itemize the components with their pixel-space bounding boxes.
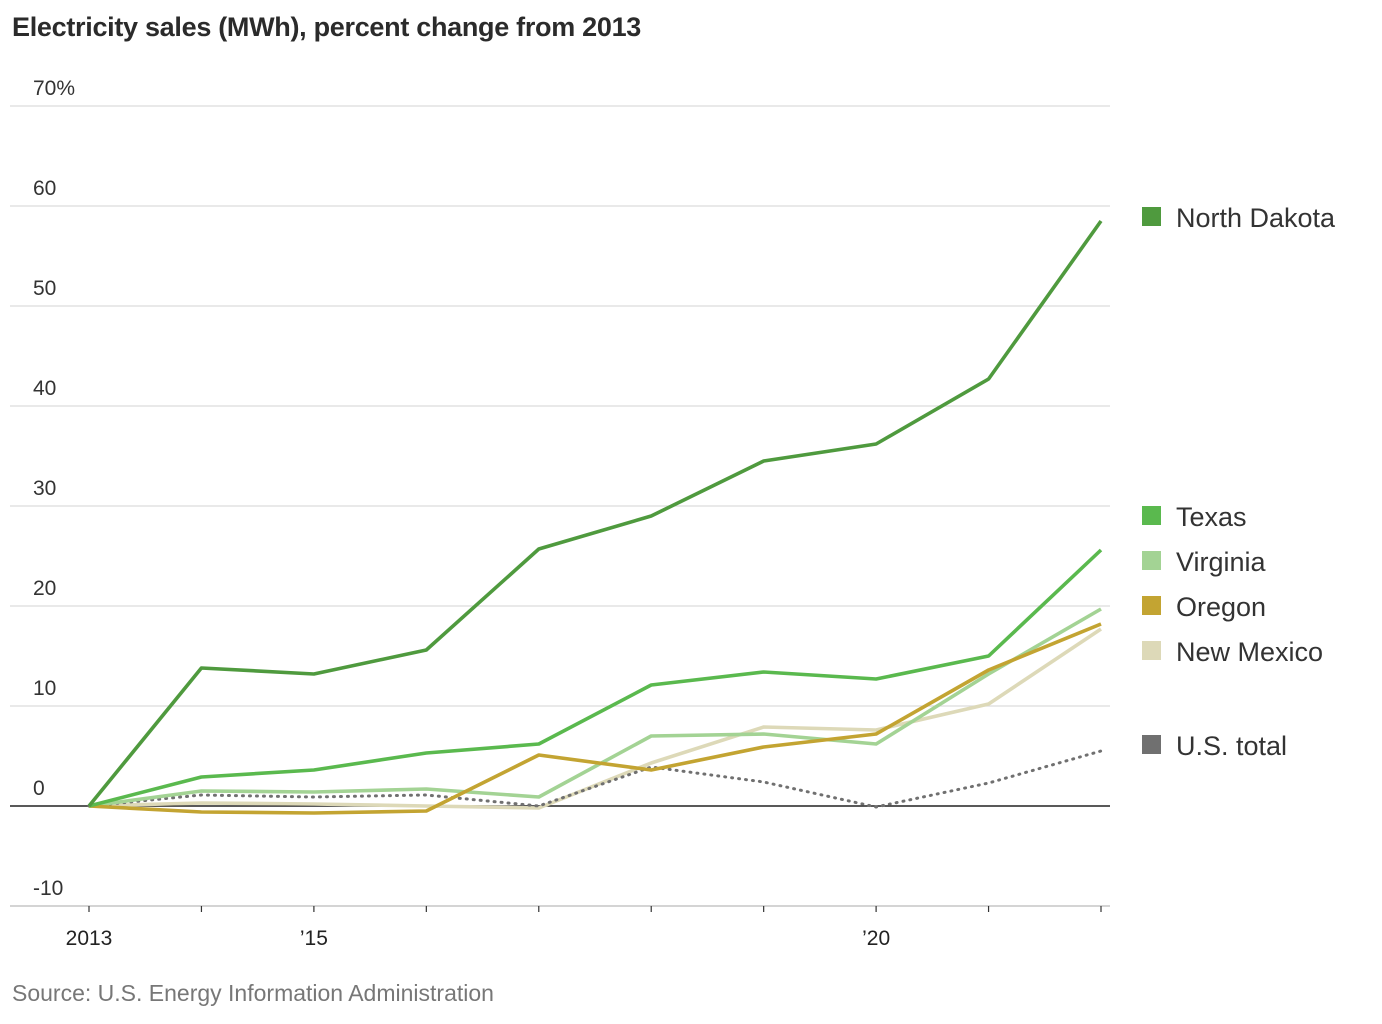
y-tick-label: 30 [33, 477, 56, 500]
legend-label-texas: Texas [1176, 502, 1247, 532]
x-tick-label: 2013 [66, 927, 113, 950]
y-tick-label: 20 [33, 577, 56, 600]
series-line-north-dakota [87, 219, 1103, 808]
legend-swatch-new-mexico [1142, 641, 1161, 660]
y-tick-label: 40 [33, 377, 56, 400]
series-line-texas [88, 548, 1103, 808]
x-tick-label: ’15 [300, 927, 328, 950]
series-lines [87, 219, 1103, 815]
chart-title: Electricity sales (MWh), percent change … [12, 12, 642, 42]
x-axis: 2013 ’15 ’20 [66, 906, 1102, 950]
legend-label-north-dakota: North Dakota [1176, 203, 1336, 233]
legend-swatch-texas [1142, 506, 1161, 525]
legend-swatch-u-s-total [1142, 735, 1161, 754]
series-line-oregon [88, 622, 1102, 815]
legend-swatch-north-dakota [1142, 207, 1161, 226]
y-tick-label: -10 [33, 877, 63, 900]
gridlines [10, 105, 1110, 907]
y-tick-label: 50 [33, 277, 56, 300]
series-line-u-s-total [87, 749, 1103, 809]
y-tick-label: 10 [33, 677, 56, 700]
y-axis-ticks: -10 0 10 20 30 40 50 60 70% [33, 77, 75, 900]
legend-label-u-s-total: U.S. total [1176, 731, 1287, 761]
series-line-virginia [88, 607, 1102, 808]
legend-swatch-virginia [1142, 551, 1161, 570]
series-line-new-mexico [88, 627, 1102, 810]
legend: North Dakota Texas Virginia Oregon New Mexic… [1142, 203, 1336, 761]
y-tick-label: 0 [33, 777, 45, 800]
source-note: Source: U.S. Energy Information Administ… [12, 980, 494, 1006]
legend-label-virginia: Virginia [1176, 547, 1267, 577]
legend-swatch-oregon [1142, 596, 1161, 615]
x-tick-label: ’20 [862, 927, 890, 950]
legend-label-oregon: Oregon [1176, 592, 1266, 622]
y-tick-label: 70% [33, 77, 75, 100]
y-tick-label: 60 [33, 177, 56, 200]
legend-label-new-mexico: New Mexico [1176, 637, 1323, 667]
